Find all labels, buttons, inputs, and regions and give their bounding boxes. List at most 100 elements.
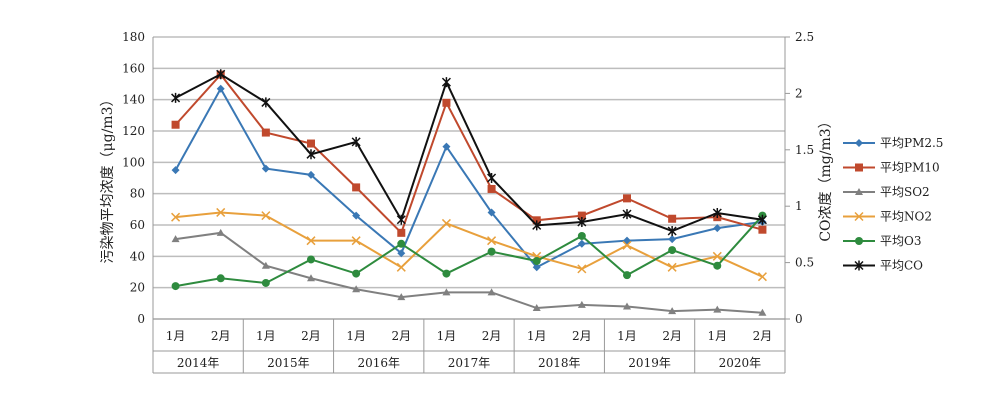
month-label: 1月 (527, 329, 547, 343)
data-point (261, 164, 270, 173)
month-label: 2月 (753, 329, 773, 343)
data-point (487, 247, 496, 256)
data-point (713, 224, 722, 233)
year-label: 2019年 (628, 356, 671, 370)
y-tick-label: 40 (130, 249, 145, 263)
data-point (261, 128, 270, 137)
data-point (442, 142, 451, 151)
year-label: 2016年 (357, 356, 400, 370)
month-label: 2月 (211, 329, 231, 343)
y2-tick-label: 1.5 (795, 143, 814, 157)
data-point (577, 231, 586, 240)
y2-tick-label: 0 (795, 312, 803, 326)
legend-marker (855, 163, 863, 172)
data-point (577, 264, 587, 274)
legend-marker (855, 188, 863, 195)
data-point (441, 218, 451, 228)
y-tick-label: 20 (130, 281, 145, 295)
data-point (668, 307, 677, 315)
data-point (352, 269, 361, 278)
data-point (216, 228, 225, 236)
data-point (216, 84, 225, 93)
series-line (175, 73, 763, 233)
data-point (397, 239, 406, 248)
data-point (171, 120, 180, 129)
data-point (351, 136, 361, 147)
y2-tick-label: 0.5 (795, 256, 814, 270)
data-point (487, 184, 496, 193)
data-point (442, 98, 451, 107)
month-label: 1月 (166, 329, 186, 343)
data-point (577, 216, 587, 227)
data-point (577, 300, 586, 308)
year-label: 2020年 (719, 356, 762, 370)
data-point (757, 214, 767, 225)
data-point (352, 211, 361, 220)
data-point (712, 251, 722, 261)
data-point (577, 211, 586, 220)
data-point (667, 262, 677, 272)
data-point (623, 271, 631, 280)
data-point (216, 274, 225, 283)
data-point (712, 207, 722, 218)
month-label: 1月 (437, 329, 457, 343)
data-point (667, 226, 677, 237)
data-point (487, 236, 497, 246)
data-point (577, 239, 586, 248)
data-point (396, 262, 406, 272)
month-label: 2月 (572, 329, 592, 343)
data-point (441, 77, 451, 88)
y-axis-title: 污染物平均浓度（μg/m3） (100, 93, 116, 264)
data-point (623, 194, 631, 203)
data-point (171, 166, 180, 175)
y-tick-label: 140 (122, 93, 145, 107)
y2-tick-label: 1 (795, 199, 803, 213)
year-label: 2014年 (177, 356, 220, 370)
month-label: 1月 (346, 329, 366, 343)
data-point (532, 216, 541, 225)
data-point (351, 236, 361, 246)
data-point (307, 170, 315, 179)
data-point (261, 97, 271, 108)
data-point (487, 208, 496, 217)
data-point (307, 139, 315, 148)
data-point (171, 212, 181, 222)
data-point (171, 235, 180, 243)
data-point (171, 92, 181, 103)
month-label: 2月 (301, 329, 321, 343)
legend-label: 平均NO2 (880, 210, 932, 224)
series-line (175, 211, 763, 278)
data-point (306, 236, 316, 246)
data-point (758, 225, 767, 234)
legend-label: 平均SO2 (880, 185, 930, 199)
legend-marker (855, 139, 863, 147)
legend-marker (855, 237, 863, 245)
data-point (397, 249, 406, 258)
data-point (261, 211, 271, 221)
legend-label: 平均PM10 (880, 161, 940, 175)
y-tick-label: 120 (122, 124, 145, 138)
data-point (261, 261, 270, 269)
y-tick-label: 80 (130, 187, 145, 201)
data-point (668, 246, 677, 255)
y-tick-label: 100 (122, 155, 145, 169)
y-tick-label: 160 (122, 61, 145, 75)
year-label: 2018年 (538, 356, 581, 370)
data-point (668, 235, 677, 244)
data-point (532, 263, 541, 272)
legend-label: 平均PM2.5 (880, 136, 943, 150)
data-point (532, 220, 542, 231)
data-point (487, 173, 497, 183)
series-line (174, 86, 763, 269)
data-point (397, 293, 406, 301)
data-point (396, 214, 406, 225)
year-label: 2017年 (448, 356, 491, 370)
legend-marker (854, 211, 864, 222)
month-label: 2月 (662, 329, 682, 343)
month-label: 1月 (707, 329, 727, 343)
data-point (623, 302, 631, 310)
y-tick-label: 180 (122, 30, 145, 44)
data-point (307, 255, 315, 264)
y2-tick-label: 2.5 (795, 30, 814, 44)
